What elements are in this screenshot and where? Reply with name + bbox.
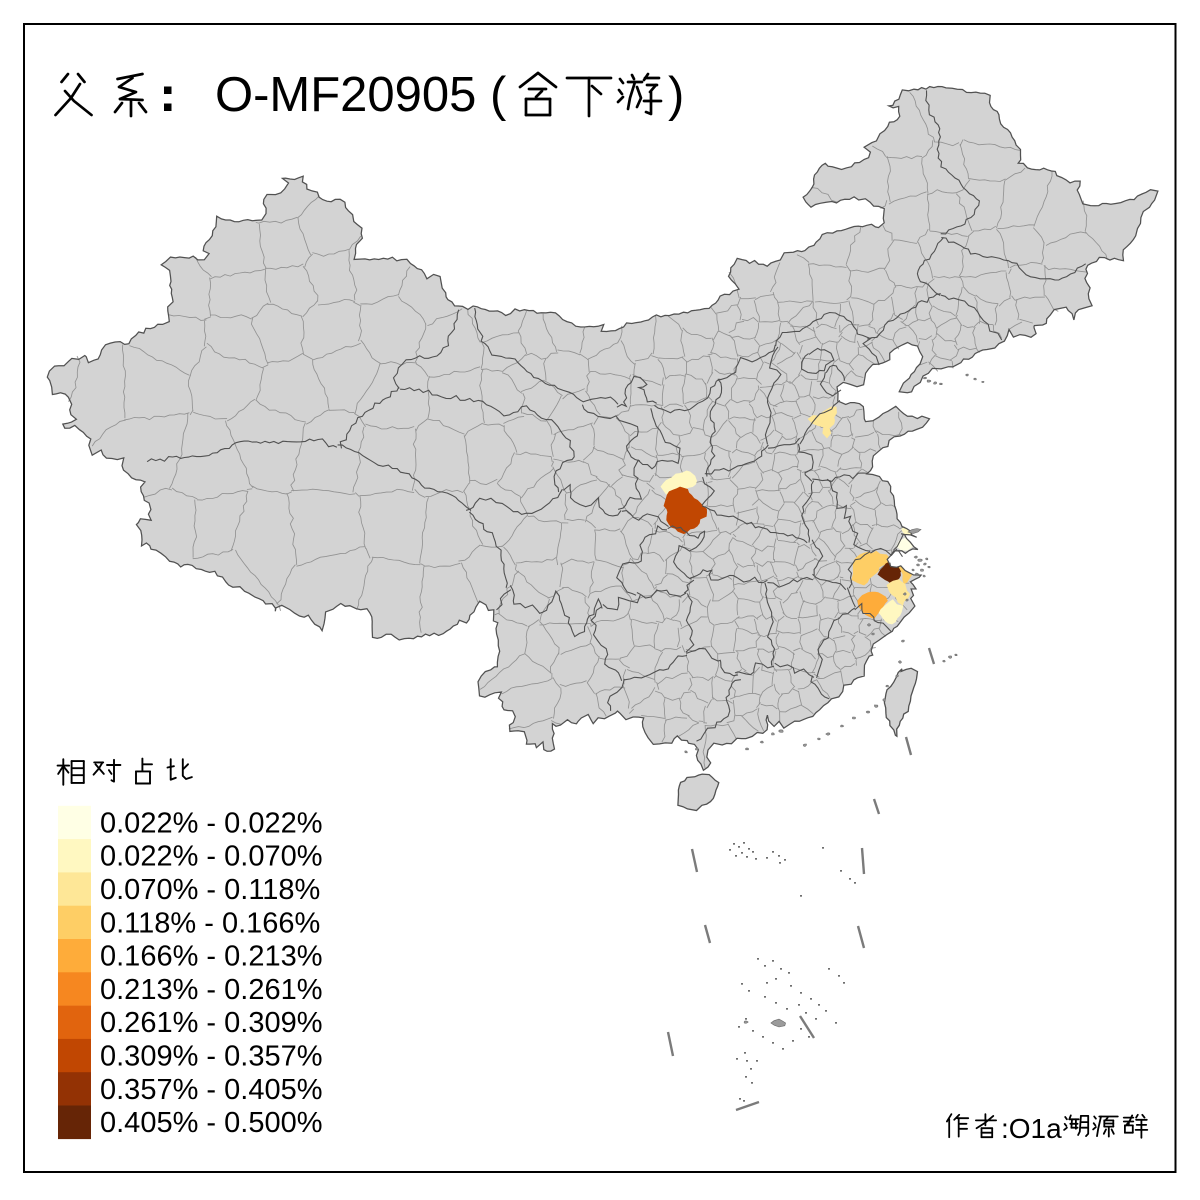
svg-text:O-MF20905 (: O-MF20905 ( bbox=[215, 68, 507, 122]
svg-text:0.213% - 0.261%: 0.213% - 0.261% bbox=[100, 974, 322, 1006]
svg-text:0.166% - 0.213%: 0.166% - 0.213% bbox=[100, 941, 322, 973]
svg-text:0.357% - 0.405%: 0.357% - 0.405% bbox=[100, 1074, 322, 1106]
svg-text:0.022% - 0.070%: 0.022% - 0.070% bbox=[100, 841, 322, 873]
svg-text:0.118% - 0.166%: 0.118% - 0.166% bbox=[100, 907, 320, 939]
svg-text:0.405% - 0.500%: 0.405% - 0.500% bbox=[100, 1107, 322, 1139]
svg-text::O1a: :O1a bbox=[1001, 1113, 1062, 1144]
svg-text:0.070% - 0.118%: 0.070% - 0.118% bbox=[100, 874, 320, 906]
svg-text:0.261% - 0.309%: 0.261% - 0.309% bbox=[100, 1007, 322, 1039]
svg-text:0.022% - 0.022%: 0.022% - 0.022% bbox=[100, 807, 322, 839]
svg-text:): ) bbox=[668, 68, 684, 122]
svg-text:0.309% - 0.357%: 0.309% - 0.357% bbox=[100, 1041, 322, 1073]
